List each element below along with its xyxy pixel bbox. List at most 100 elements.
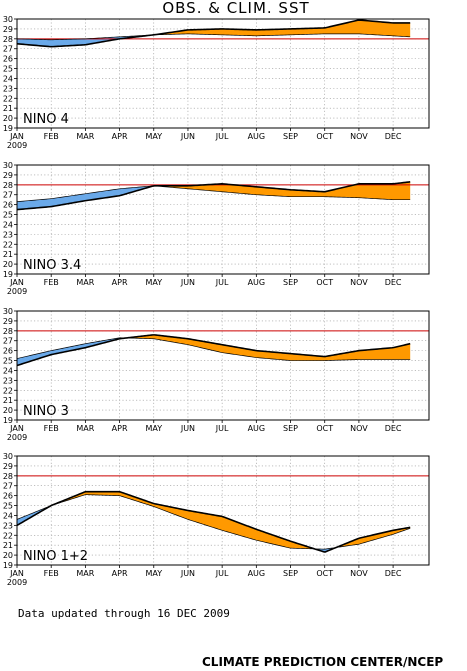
observed-line [16,490,411,553]
y-tick-label: 28 [3,35,13,44]
y-tick-label: 19 [3,561,13,570]
month-label: AUG [248,569,266,578]
warm-anomaly-area [49,491,316,550]
month-label: NOV [350,278,368,287]
y-tick-label: 19 [3,416,13,425]
year-label: 2009 [7,433,27,442]
month-label: MAR [76,424,94,433]
y-tick-label: 30 [3,452,13,461]
month-label: DEC [385,132,402,141]
y-tick-label: 21 [3,541,13,550]
year-label: 2009 [7,141,27,150]
month-label: APR [112,278,128,287]
y-tick-label: 21 [3,104,13,113]
month-label: MAR [76,278,94,287]
climatology-line [16,494,411,550]
month-label: JUL [215,278,229,287]
y-tick-label: 27 [3,337,13,346]
month-label: OCT [316,132,333,141]
y-tick-label: 29 [3,25,13,34]
month-label: APR [112,424,128,433]
y-tick-label: 23 [3,230,13,239]
panel-label: NINO 3 [23,404,69,419]
warm-anomaly-area [125,334,411,361]
y-tick-label: 24 [3,220,13,229]
month-label: JUN [180,569,195,578]
y-tick-label: 25 [3,211,13,220]
y-tick-label: 30 [3,161,13,170]
month-label: JAN [9,569,24,578]
y-tick-label: 21 [3,396,13,405]
month-label: AUG [248,132,266,141]
year-label: 2009 [7,578,27,587]
month-label: OCT [316,569,333,578]
month-label: DEC [385,278,402,287]
y-tick-label: 26 [3,201,13,210]
climatology-line [16,33,411,41]
observed-line [16,334,411,367]
month-label: FEB [44,569,59,578]
month-label: AUG [248,278,266,287]
y-tick-label: 22 [3,386,13,395]
month-label: MAY [145,569,162,578]
y-tick-label: 30 [3,15,13,24]
cold-anomaly-area [17,34,155,47]
y-tick-label: 22 [3,94,13,103]
y-tick-label: 19 [3,124,13,133]
panel-label: NINO 1+2 [23,549,88,564]
month-label: JUL [215,424,229,433]
y-tick-label: 19 [3,270,13,279]
climatology-line [16,337,411,361]
month-label: SEP [283,132,298,141]
month-label: MAR [76,569,94,578]
y-tick-label: 22 [3,531,13,540]
month-label: SEP [283,569,298,578]
y-tick-label: 26 [3,55,13,64]
y-tick-label: 28 [3,181,13,190]
y-tick-label: 26 [3,347,13,356]
y-tick-label: 26 [3,492,13,501]
y-tick-label: 20 [3,114,13,123]
y-tick-label: 20 [3,260,13,269]
month-label: JUL [215,132,229,141]
updated-note: Data updated through 16 DEC 2009 [18,607,230,620]
month-label: JUN [180,278,195,287]
y-tick-label: 27 [3,191,13,200]
warm-anomaly-area [334,527,411,549]
credit-text: CLIMATE PREDICTION CENTER/NCEP [202,655,443,669]
y-tick-label: 28 [3,472,13,481]
month-label: OCT [316,278,333,287]
plot-frame [16,18,430,129]
month-label: MAY [145,132,162,141]
month-label: NOV [350,132,368,141]
year-label: 2009 [7,287,27,296]
observed-line [16,181,411,211]
climatology-line [16,185,411,203]
y-tick-label: 20 [3,406,13,415]
month-label: FEB [44,424,59,433]
month-label: JUL [215,569,229,578]
observed-line [16,19,411,48]
month-label: DEC [385,569,402,578]
month-label: JUN [180,132,195,141]
y-tick-label: 24 [3,511,13,520]
month-label: MAR [76,132,94,141]
y-tick-label: 25 [3,357,13,366]
y-tick-label: 23 [3,84,13,93]
month-label: MAY [145,424,162,433]
y-tick-label: 24 [3,74,13,83]
plot-frame [16,310,430,421]
cold-anomaly-area [17,185,155,210]
y-tick-label: 22 [3,240,13,249]
month-label: JAN [9,132,24,141]
month-label: JAN [9,424,24,433]
y-tick-label: 25 [3,65,13,74]
y-tick-label: 29 [3,462,13,471]
month-label: FEB [44,132,59,141]
